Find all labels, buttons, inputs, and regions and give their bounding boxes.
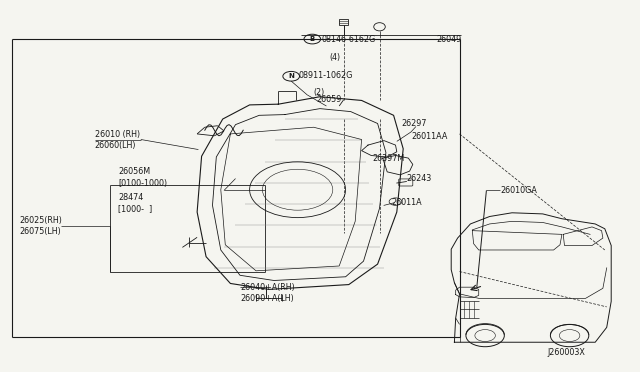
Text: 26397M: 26397M [372,154,404,163]
Text: 26060(LH): 26060(LH) [95,141,136,150]
Text: 26040+A(RH): 26040+A(RH) [240,283,295,292]
Text: 26090+A(LH): 26090+A(LH) [240,294,294,303]
Text: [0100-1000): [0100-1000) [118,179,168,187]
Text: J260003X: J260003X [547,348,585,357]
Text: 08146-6162G: 08146-6162G [322,35,376,44]
Text: [1000-  ]: [1000- ] [118,205,153,214]
Text: 26075(LH): 26075(LH) [19,227,61,236]
Text: 08911-1062G: 08911-1062G [299,71,353,80]
Text: 26297: 26297 [401,119,427,128]
Text: 26243: 26243 [406,174,431,183]
Text: 26056M: 26056M [118,167,150,176]
Text: 26010 (RH): 26010 (RH) [95,130,140,139]
Text: 26010GA: 26010GA [500,186,538,195]
Text: 26059: 26059 [317,95,342,104]
Text: N: N [288,73,294,79]
Text: 28474: 28474 [118,193,143,202]
Bar [339,19,348,25]
Text: B: B [310,36,315,42]
Text: 26011AA: 26011AA [412,132,448,141]
Text: 26049: 26049 [436,35,461,44]
Text: (4): (4) [330,53,340,62]
Text: 26011A: 26011A [392,198,422,207]
Text: 26025(RH): 26025(RH) [19,216,62,225]
Text: (2): (2) [314,88,325,97]
